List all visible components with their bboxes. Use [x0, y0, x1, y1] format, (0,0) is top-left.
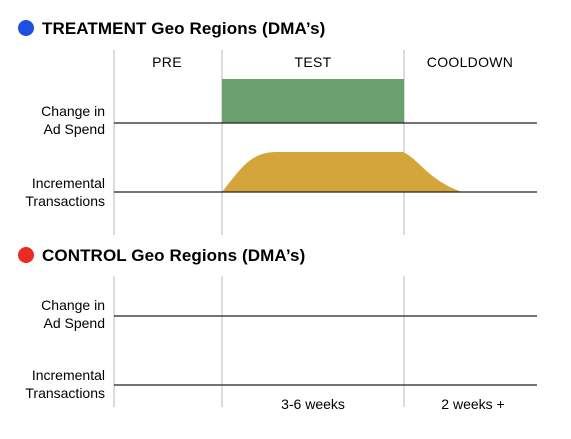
cooldown-duration-label: 2 weeks +: [441, 396, 504, 412]
treatment-ad-spend-label-line2: Ad Spend: [44, 121, 106, 137]
control-ad-spend-label-line1: Change in: [41, 297, 105, 313]
control-transactions-label-line2: Transactions: [25, 385, 105, 401]
control-transactions-label-line1: Incremental: [32, 367, 105, 383]
treatment-ad-spend-label-line1: Change in: [41, 103, 105, 119]
treatment-ad-spend-bar: [222, 79, 404, 123]
control-title: CONTROL Geo Regions (DMA’s): [42, 246, 305, 265]
phase-label-pre: PRE: [152, 54, 182, 70]
treatment-transactions-area: [222, 152, 462, 192]
phase-label-test: TEST: [295, 54, 332, 70]
treatment-transactions-label-line1: Incremental: [32, 175, 105, 191]
phase-label-cooldown: COOLDOWN: [427, 54, 513, 70]
test-duration-label: 3-6 weeks: [281, 396, 345, 412]
control-bullet-icon: [18, 247, 34, 263]
treatment-bullet-icon: [18, 20, 34, 36]
control-ad-spend-label-line2: Ad Spend: [44, 315, 106, 331]
treatment-transactions-label-line2: Transactions: [25, 193, 105, 209]
treatment-title: TREATMENT Geo Regions (DMA’s): [42, 19, 325, 38]
